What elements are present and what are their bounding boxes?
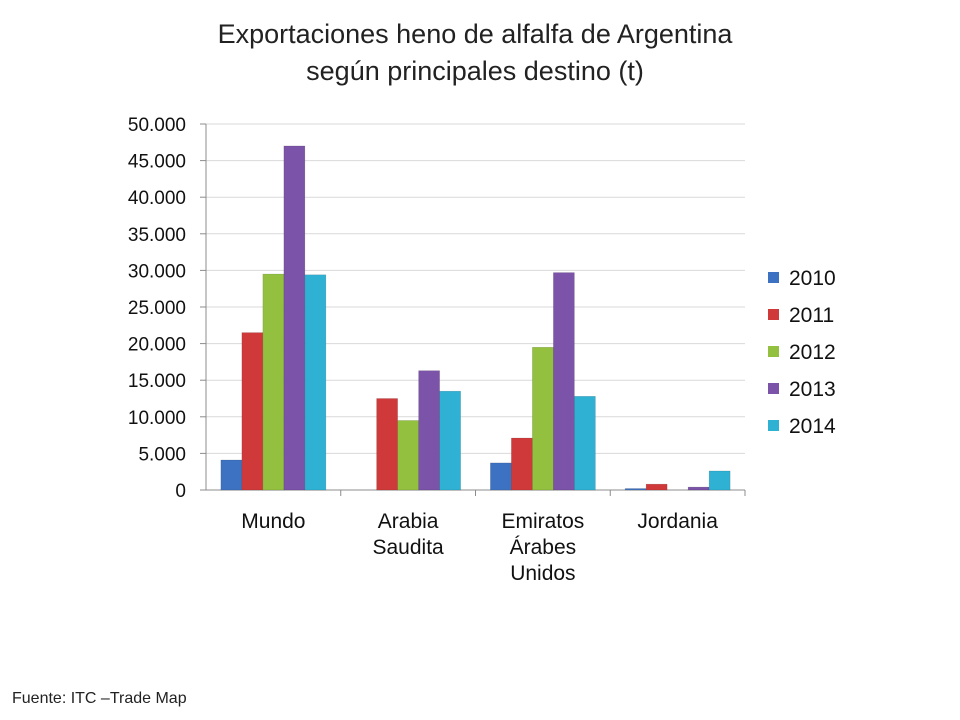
legend-swatch-2010 xyxy=(768,272,779,283)
y-tick-label: 30.000 xyxy=(128,261,186,282)
chart-title: Exportaciones heno de alfalfa de Argenti… xyxy=(0,16,950,90)
y-tick-label: 50.000 xyxy=(128,115,186,136)
legend-swatch-2014 xyxy=(768,420,779,431)
bar-2011-3 xyxy=(645,483,668,491)
bar-2013-3 xyxy=(687,486,710,491)
y-tick-label: 40.000 xyxy=(128,188,186,209)
x-axis-categories: Mundo Arabia Saudita Emiratos Árabes Unidos Jo… xyxy=(241,490,746,585)
legend-label-2010: 2010 xyxy=(789,267,836,290)
bar-2011-1 xyxy=(376,398,398,491)
bar-2014-3 xyxy=(708,470,731,491)
category-label: Árabes xyxy=(510,536,577,559)
y-tick-label: 15.000 xyxy=(128,371,186,392)
bar-2014-2 xyxy=(574,396,596,491)
category-label: Jordania xyxy=(637,510,718,533)
y-tick-label: 5.000 xyxy=(138,444,186,465)
y-tick-label: 25.000 xyxy=(128,298,186,319)
legend-label-2013: 2013 xyxy=(789,378,836,401)
legend-swatch-2012 xyxy=(768,346,779,357)
category-label: Arabia xyxy=(378,510,439,533)
legend-label-2014: 2014 xyxy=(789,415,836,438)
legend: 2010 2011 2012 2013 2014 xyxy=(768,267,836,438)
bar-2010-2 xyxy=(490,462,512,491)
y-axis-ticks: 0 5.000 10.000 15.000 20.000 25.000 30.000 35.0… xyxy=(128,115,206,502)
bar-2013-0 xyxy=(283,145,306,491)
category-label: Unidos xyxy=(510,562,575,585)
legend-label-2011: 2011 xyxy=(789,304,834,327)
category-label: Emiratos xyxy=(501,510,584,533)
chart-title-line-1: Exportaciones heno de alfalfa de Argenti… xyxy=(217,19,733,49)
bar-2010-0 xyxy=(220,459,243,491)
y-tick-label: 0 xyxy=(175,481,186,502)
bar-2011-2 xyxy=(511,437,533,491)
bar-2013-2 xyxy=(553,272,575,491)
legend-swatch-2011 xyxy=(768,309,779,320)
y-tick-label: 10.000 xyxy=(128,408,186,429)
bar-2014-1 xyxy=(439,390,461,491)
category-label: Mundo xyxy=(241,510,305,533)
y-tick-label: 45.000 xyxy=(128,152,186,173)
y-tick-label: 35.000 xyxy=(128,225,186,246)
bar-2012-1 xyxy=(397,420,419,491)
bar-2011-0 xyxy=(241,332,264,491)
bar-2010-3 xyxy=(624,488,647,491)
y-tick-label: 20.000 xyxy=(128,335,186,356)
chart-title-line-2: según principales destino (t) xyxy=(306,56,644,86)
bar-2012-2 xyxy=(532,346,554,491)
category-label: Saudita xyxy=(373,536,445,559)
bar-2012-0 xyxy=(262,273,285,491)
bars xyxy=(220,145,731,491)
legend-label-2012: 2012 xyxy=(789,341,836,364)
bar-2013-1 xyxy=(418,370,440,491)
bar-2014-0 xyxy=(304,274,327,491)
legend-swatch-2013 xyxy=(768,383,779,394)
source-note: Fuente: ITC –Trade Map xyxy=(12,690,187,707)
